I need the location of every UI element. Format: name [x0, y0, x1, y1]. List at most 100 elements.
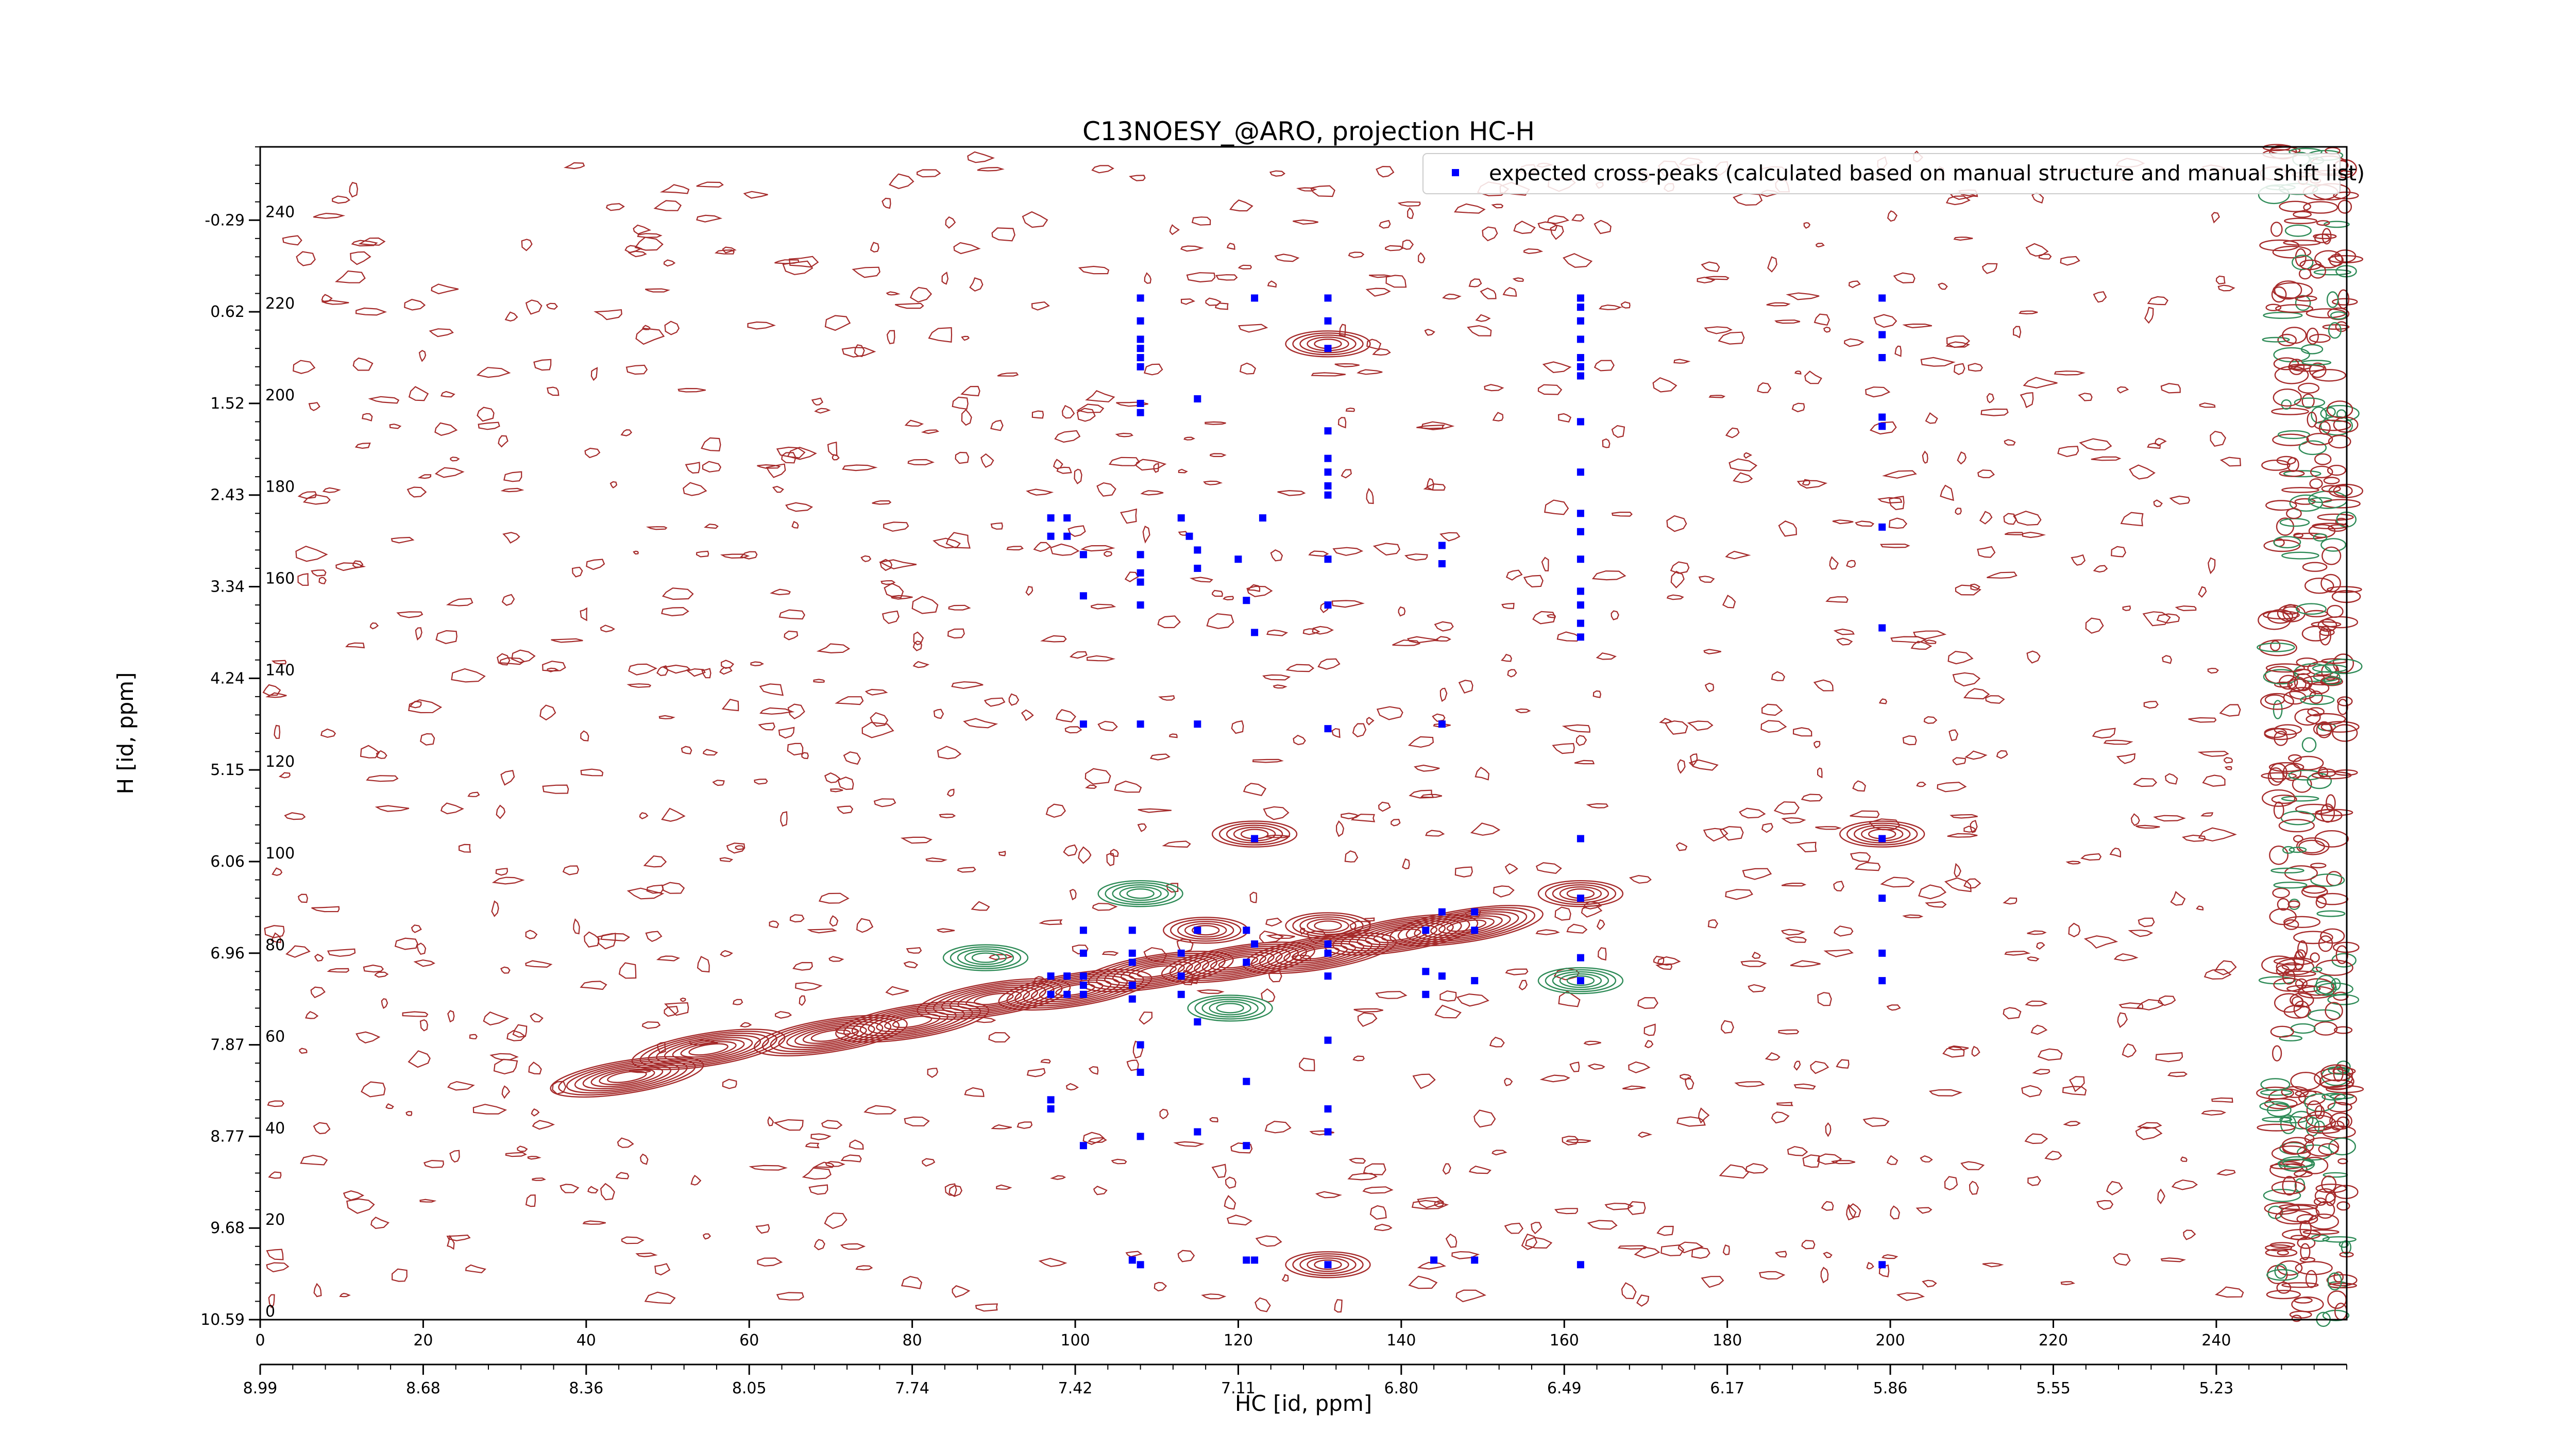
noise-contour — [2153, 815, 2186, 822]
noise-contour — [1111, 1158, 1127, 1165]
noise-contour — [1475, 766, 1489, 781]
noise-contour — [2214, 1286, 2244, 1298]
cross-peak-point — [1047, 990, 1055, 998]
edge-contour — [2312, 967, 2323, 972]
peak-contour — [1292, 332, 1364, 356]
noise-contour — [368, 396, 400, 404]
noise-contour — [998, 851, 1006, 856]
noise-contour — [2103, 739, 2133, 745]
noise-contour — [1677, 1241, 1704, 1254]
noise-contour — [1644, 1040, 1654, 1049]
noise-contour — [1076, 408, 1096, 422]
noise-contour — [1785, 936, 1807, 943]
legend-marker — [1452, 169, 1459, 176]
noise-contour — [321, 294, 333, 303]
ridge-contour — [761, 1017, 900, 1055]
noise-contour — [1088, 1066, 1099, 1075]
cross-peak-point — [1137, 578, 1144, 586]
noise-contour — [1101, 951, 1119, 956]
noise-contour — [500, 487, 524, 493]
noise-contour — [262, 684, 281, 696]
cross-peak-point — [1878, 977, 1886, 985]
noise-contour — [1886, 1155, 1899, 1165]
cross-peak-point — [1324, 317, 1332, 325]
x-index-tick-label: 240 — [2201, 1332, 2231, 1350]
peak-contour — [1285, 1251, 1371, 1278]
ridge-contour — [1014, 973, 1136, 1007]
edge-contour — [2305, 1270, 2317, 1288]
ridge-contour — [1218, 956, 1259, 969]
noise-contour — [375, 805, 410, 812]
noise-contour — [1189, 577, 1213, 583]
noise-contour — [1836, 637, 1853, 646]
noise-contour — [1923, 716, 1938, 724]
noise-contour — [1653, 955, 1665, 965]
noise-contour — [1802, 1154, 1820, 1168]
cross-peak-point — [1577, 354, 1584, 361]
noise-contour — [854, 344, 865, 358]
edge-contour — [2300, 344, 2324, 355]
noise-contour — [1781, 929, 1805, 936]
noise-contour — [1523, 248, 1544, 255]
edge-contour — [2301, 360, 2332, 366]
noise-contour — [1277, 490, 1306, 496]
cross-peak-point — [1137, 294, 1144, 302]
noise-contour — [901, 1276, 923, 1289]
cross-peak-point — [1137, 363, 1144, 370]
noise-contour — [626, 887, 665, 900]
noise-contour — [1334, 363, 1360, 367]
noise-contour — [1142, 526, 1150, 544]
edge-contour — [2280, 811, 2316, 825]
edge-contour — [2273, 357, 2299, 370]
noise-contour — [2020, 392, 2034, 408]
noise-contour — [1224, 1195, 1236, 1210]
noise-contour — [1468, 278, 1482, 288]
noise-contour — [1804, 370, 1822, 384]
noise-contour — [1873, 314, 1897, 328]
noise-contour — [2117, 1012, 2128, 1028]
cross-peak-point — [1324, 294, 1332, 302]
noise-contour — [1676, 1116, 1706, 1127]
noise-contour — [1902, 914, 1924, 918]
cross-peak-point — [1194, 1128, 1201, 1136]
edge-contour — [2336, 1201, 2350, 1211]
noise-contour — [2155, 1052, 2183, 1063]
cross-peak-point — [1577, 363, 1584, 370]
edge-contour — [2269, 908, 2297, 925]
noise-contour — [1411, 1200, 1449, 1210]
y-index-tick-label: 20 — [265, 1211, 285, 1229]
noise-contour — [1417, 1261, 1447, 1270]
cross-peak-point — [1324, 555, 1332, 563]
x-ppm-tick-label: 7.42 — [1058, 1379, 1093, 1397]
peak-contour — [1285, 912, 1371, 939]
noise-contour — [860, 555, 872, 562]
noise-contour — [1964, 750, 1988, 760]
noise-contour — [2197, 751, 2229, 757]
noise-contour — [641, 1021, 661, 1029]
noise-contour — [2026, 650, 2041, 664]
noise-contour — [922, 1158, 936, 1167]
peak-contour — [1285, 330, 1371, 358]
x-ppm-tick-label: 6.80 — [1384, 1379, 1418, 1397]
edge-contour — [2259, 639, 2297, 656]
edge-contour — [2314, 250, 2343, 268]
noise-contour — [1707, 919, 1718, 929]
cross-peak-point — [1577, 601, 1584, 609]
edge-contour — [2284, 224, 2312, 237]
noise-contour — [722, 1079, 737, 1089]
noise-contour — [1960, 1161, 1985, 1170]
cross-peak-point — [1577, 317, 1584, 325]
noise-contour — [2065, 861, 2081, 865]
noise-contour — [434, 467, 465, 478]
noise-contour — [621, 1236, 645, 1244]
noise-contour — [1069, 651, 1088, 659]
edge-contour — [2334, 769, 2358, 776]
edge-contour — [2325, 1192, 2336, 1206]
ridge-contour — [1120, 961, 1193, 982]
peak-contour — [1119, 886, 1162, 901]
ridge-contour — [810, 1029, 851, 1042]
noise-contour — [476, 367, 511, 378]
noise-contour — [1611, 425, 1625, 438]
ridge-contour — [1185, 948, 1291, 977]
